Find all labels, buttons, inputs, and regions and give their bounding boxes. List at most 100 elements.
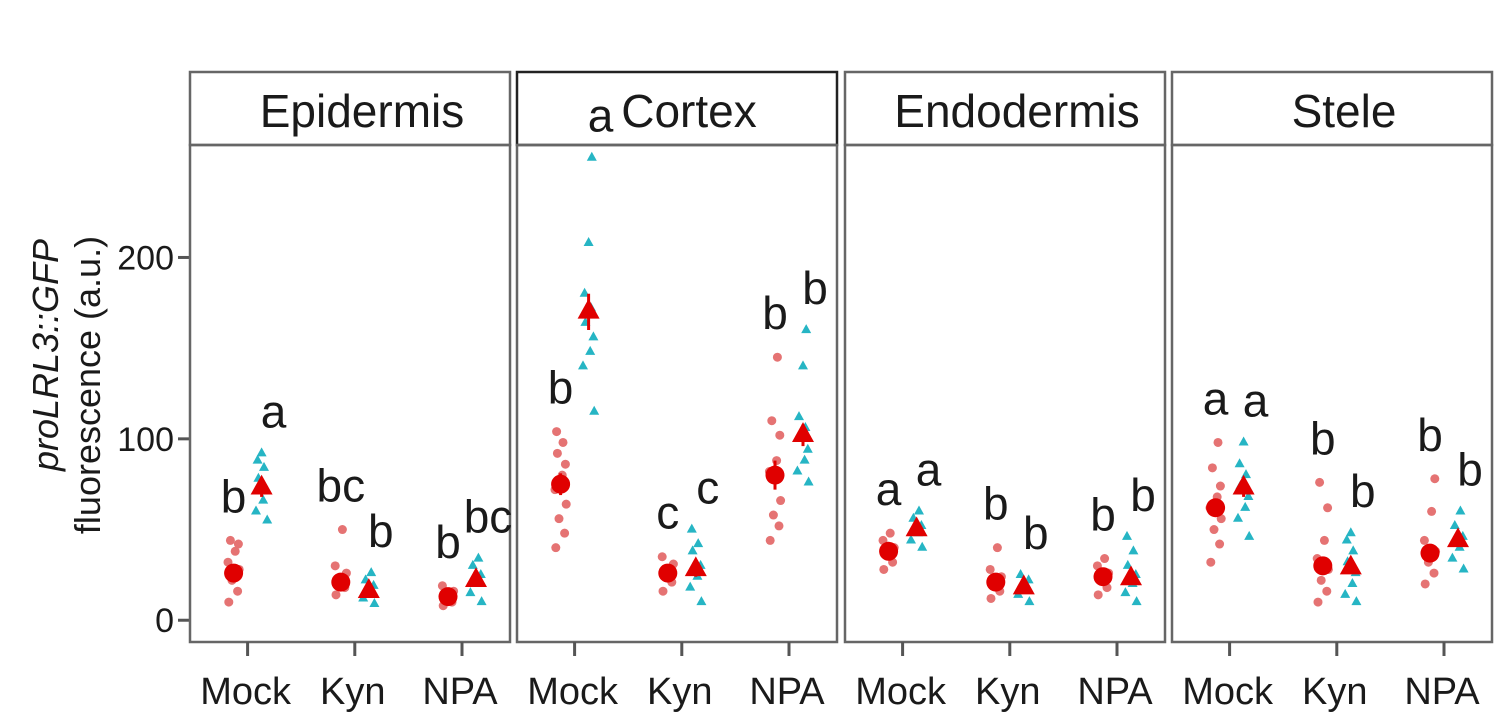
point-s2-cortex-kyn bbox=[696, 596, 707, 606]
sig-letter-s2-stele-npa: b bbox=[1457, 443, 1483, 495]
sig-letter-s1-epidermis-kyn: bc bbox=[317, 460, 366, 512]
point-s2-stele-mock bbox=[1244, 530, 1255, 540]
mean-s2-endodermis-npa bbox=[1120, 565, 1142, 586]
sig-letter-s1-endodermis-kyn: b bbox=[983, 478, 1009, 530]
mean-s1-stele-npa bbox=[1420, 543, 1440, 563]
point-s2-endodermis-npa bbox=[1122, 530, 1132, 540]
strip-label-cortex: Cortex bbox=[621, 85, 756, 137]
strip-label-epidermis: Epidermis bbox=[260, 85, 465, 137]
point-s1-epidermis-kyn bbox=[331, 590, 341, 600]
sig-letter-s2-endodermis-kyn: b bbox=[1023, 507, 1049, 559]
point-s2-cortex-mock bbox=[588, 331, 599, 341]
point-s1-stele-kyn bbox=[1323, 503, 1333, 513]
point-s2-cortex-kyn bbox=[693, 538, 704, 548]
mean-s1-endodermis-mock bbox=[879, 541, 899, 561]
point-s2-stele-kyn bbox=[1341, 534, 1352, 544]
point-s2-stele-mock bbox=[1238, 436, 1249, 446]
point-s1-endodermis-npa bbox=[1093, 590, 1103, 600]
point-s2-endodermis-npa bbox=[1122, 559, 1133, 569]
point-s1-stele-npa bbox=[1430, 474, 1440, 484]
point-s2-stele-kyn bbox=[1345, 527, 1356, 537]
x-tick-label-endodermis-mock: Mock bbox=[855, 671, 947, 713]
strip-cortex bbox=[515, 70, 839, 147]
point-s1-cortex-npa bbox=[776, 496, 786, 506]
point-s1-cortex-npa bbox=[772, 352, 782, 362]
point-s1-endodermis-kyn bbox=[992, 543, 1002, 553]
sig-letter-s2-endodermis-npa: b bbox=[1130, 469, 1156, 521]
point-s2-stele-kyn bbox=[1347, 578, 1358, 588]
x-tick-label-epidermis-mock: Mock bbox=[200, 671, 292, 713]
mean-s1-cortex-npa bbox=[765, 465, 785, 485]
point-s1-stele-npa bbox=[1429, 568, 1439, 578]
strip-epidermis bbox=[188, 70, 512, 147]
x-tick-label-cortex-mock: Mock bbox=[527, 671, 619, 713]
y-tick-label-0: 0 bbox=[155, 602, 174, 640]
point-s2-stele-npa bbox=[1447, 552, 1458, 562]
point-s1-cortex-mock bbox=[560, 528, 570, 538]
sig-letter-s2-epidermis-kyn: b bbox=[368, 505, 394, 557]
sig-letter-s2-stele-mock: a bbox=[1243, 374, 1269, 426]
sig-letter-s1-cortex-kyn: c bbox=[656, 487, 679, 539]
point-s1-cortex-mock bbox=[554, 514, 564, 524]
point-s1-cortex-mock bbox=[552, 448, 562, 458]
strip-label-stele: Stele bbox=[1292, 85, 1397, 137]
point-s1-cortex-mock bbox=[552, 427, 562, 437]
point-s1-stele-mock bbox=[1213, 437, 1223, 447]
point-s2-stele-npa bbox=[1458, 563, 1469, 573]
point-s1-stele-kyn bbox=[1322, 586, 1332, 596]
mean-s1-endodermis-npa bbox=[1093, 567, 1113, 587]
point-s1-endodermis-kyn bbox=[985, 564, 995, 574]
point-s1-epidermis-mock bbox=[233, 539, 243, 549]
point-s2-cortex-npa bbox=[799, 454, 810, 464]
y-axis-label-italic: proLRL3::GFP bbox=[25, 239, 66, 472]
point-s2-cortex-mock bbox=[578, 360, 588, 370]
sig-letter-s2-cortex-mock: a bbox=[588, 90, 614, 142]
sig-letter-s2-cortex-npa: b bbox=[802, 262, 828, 314]
mean-s2-cortex-npa bbox=[792, 422, 814, 442]
point-s2-cortex-kyn bbox=[686, 523, 697, 533]
mean-s1-epidermis-mock bbox=[224, 563, 244, 583]
point-s2-epidermis-mock bbox=[256, 447, 267, 457]
point-s1-cortex-mock bbox=[551, 543, 561, 553]
point-s2-cortex-npa bbox=[803, 476, 814, 486]
point-s1-cortex-npa bbox=[768, 510, 778, 520]
x-tick-label-epidermis-kyn: Kyn bbox=[320, 671, 385, 713]
point-s1-epidermis-kyn bbox=[337, 525, 347, 535]
point-s2-cortex-npa bbox=[798, 360, 808, 370]
point-s2-stele-mock bbox=[1240, 501, 1251, 511]
point-s1-cortex-npa bbox=[767, 416, 777, 426]
point-s2-cortex-mock bbox=[583, 237, 594, 247]
point-s2-epidermis-npa bbox=[476, 596, 487, 606]
point-s2-cortex-npa bbox=[792, 465, 803, 475]
y-tick-label-200: 200 bbox=[117, 239, 174, 277]
sig-letter-s2-epidermis-npa: bc bbox=[464, 491, 513, 543]
point-s1-stele-npa bbox=[1419, 535, 1429, 545]
point-s1-cortex-mock bbox=[561, 499, 571, 509]
panel-frame-cortex bbox=[515, 143, 839, 644]
y-axis-label: proLRL3::GFP fluorescence (a.u.) bbox=[25, 236, 108, 534]
mean-s2-endodermis-kyn bbox=[1012, 574, 1035, 595]
mean-s1-epidermis-kyn bbox=[331, 572, 351, 592]
point-s1-stele-kyn bbox=[1316, 575, 1326, 585]
point-s2-cortex-mock bbox=[586, 151, 597, 161]
point-s1-epidermis-mock bbox=[230, 546, 240, 556]
strip-stele bbox=[1170, 70, 1494, 147]
point-s1-epidermis-kyn bbox=[330, 561, 340, 571]
sig-letter-s2-epidermis-mock: a bbox=[261, 385, 287, 437]
point-s2-epidermis-mock bbox=[262, 514, 273, 524]
panel-frame-stele bbox=[1170, 143, 1494, 644]
sig-letter-s1-stele-kyn: b bbox=[1310, 412, 1336, 464]
point-s1-epidermis-mock bbox=[224, 597, 234, 607]
point-s2-endodermis-mock bbox=[906, 534, 916, 544]
point-s1-stele-mock bbox=[1209, 525, 1219, 535]
point-s2-epidermis-mock bbox=[259, 461, 269, 471]
x-tick-label-endodermis-npa: NPA bbox=[1077, 671, 1153, 713]
point-s1-cortex-kyn bbox=[657, 552, 667, 562]
point-s1-stele-mock bbox=[1206, 557, 1216, 567]
point-s1-cortex-npa bbox=[775, 430, 785, 440]
point-s2-epidermis-mock bbox=[251, 505, 261, 515]
